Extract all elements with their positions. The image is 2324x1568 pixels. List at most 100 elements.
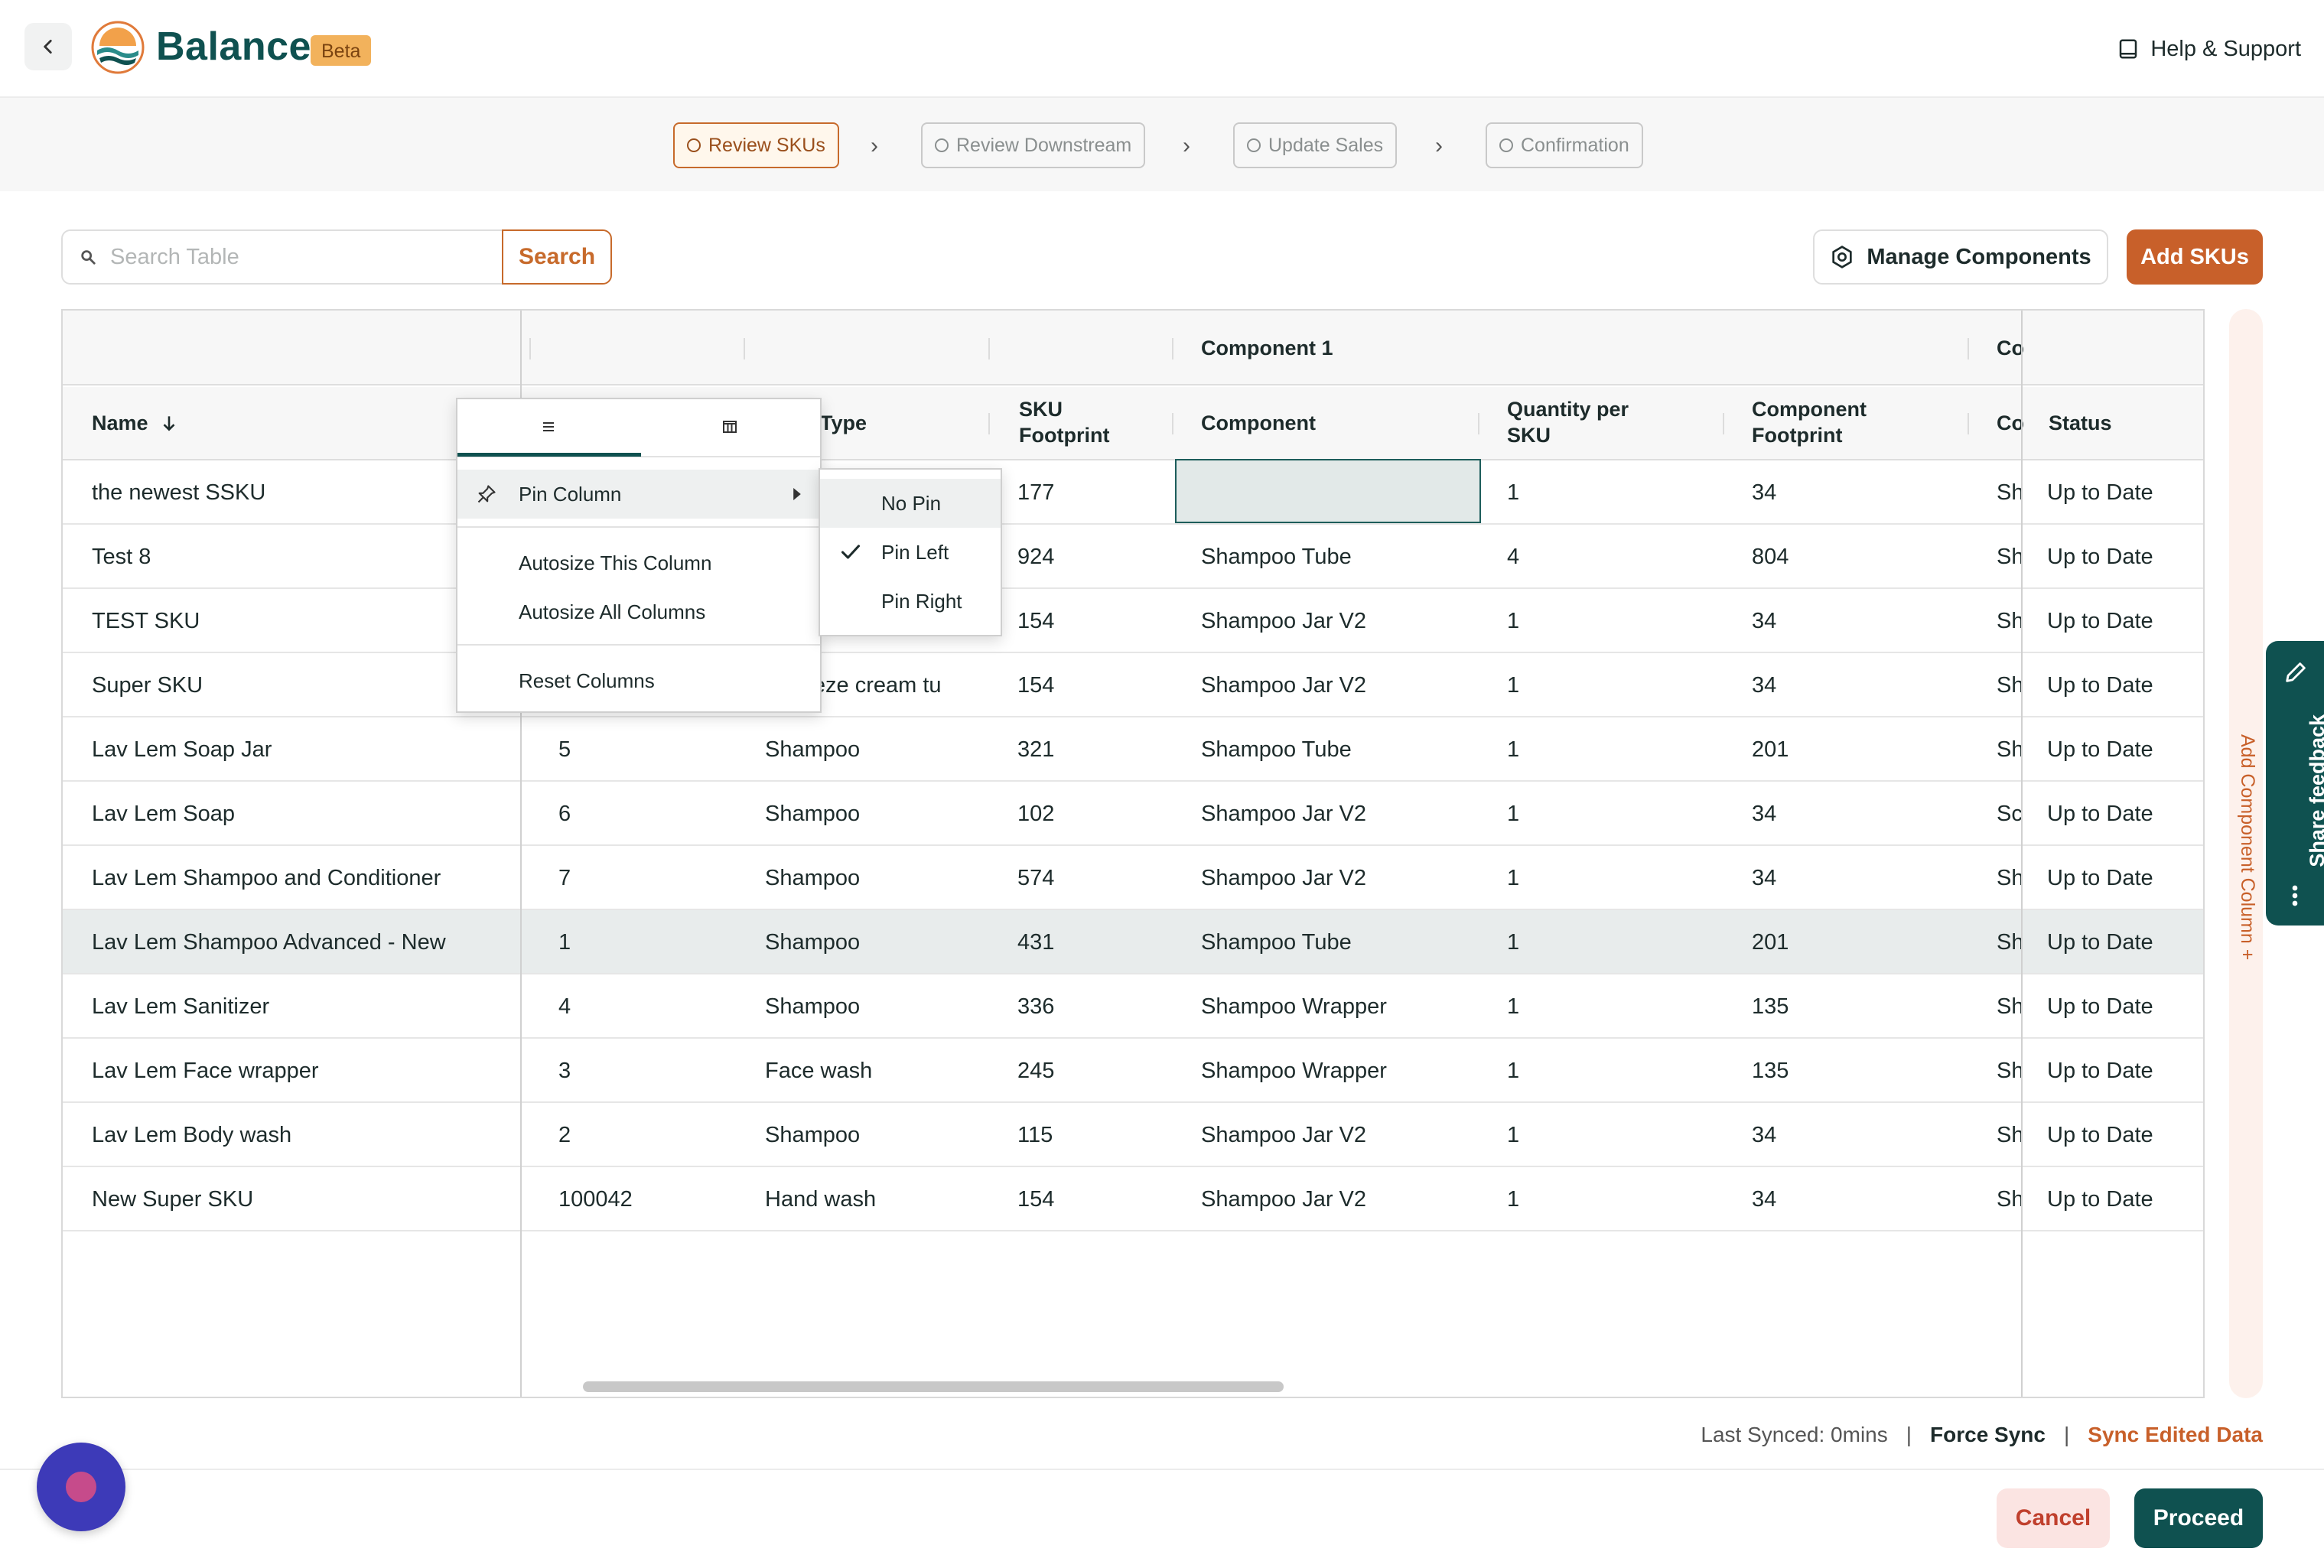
back-button[interactable]	[24, 23, 72, 70]
cell-sku-footprint[interactable]: 154	[1017, 609, 1055, 633]
cell-sku-footprint[interactable]: 336	[1017, 994, 1055, 1019]
cell-component-footprint[interactable]: 201	[1752, 737, 1789, 762]
cell-component[interactable]: Shampoo Tube	[1201, 930, 1352, 955]
cell-quantity[interactable]: 1	[1507, 866, 1520, 890]
cell-co[interactable]: Sc	[1997, 802, 2021, 826]
cell-component-footprint[interactable]: 34	[1752, 609, 1777, 633]
manage-components-button[interactable]: Manage Components	[1813, 229, 2108, 285]
cell-component-footprint[interactable]: 34	[1752, 802, 1777, 826]
cell-quantity[interactable]: 1	[1507, 609, 1520, 633]
assistant-launcher-button[interactable]	[37, 1443, 125, 1531]
cell-status[interactable]: Up to Date	[2047, 673, 2153, 698]
cell-component-footprint[interactable]: 34	[1752, 866, 1777, 890]
cell-component[interactable]: Shampoo Wrapper	[1201, 1059, 1387, 1083]
cell-co[interactable]: Sh	[1997, 930, 2021, 955]
cell-quantity[interactable]: 1	[1507, 1187, 1520, 1212]
cell-component[interactable]: Shampoo Jar V2	[1201, 1187, 1367, 1212]
cell-status[interactable]: Up to Date	[2047, 930, 2153, 955]
column-header-status[interactable]: Status	[2049, 412, 2112, 434]
cell-id[interactable]: 3	[558, 1059, 571, 1083]
cell-co[interactable]: Sh	[1997, 994, 2021, 1019]
cell-co[interactable]: Sh	[1997, 673, 2021, 698]
table-row[interactable]: Test 8 924 Shampoo Tube 4 804 Sh Up to D…	[63, 525, 2203, 589]
sync-edited-data-link[interactable]: Sync Edited Data	[2088, 1423, 2263, 1446]
table-row[interactable]: Lav Lem Soap Jar 5 Shampoo 321 Shampoo T…	[63, 717, 2203, 782]
cell-name[interactable]: Lav Lem Sanitizer	[92, 994, 270, 1019]
step-review-downstream[interactable]: Review Downstream	[921, 122, 1146, 168]
cell-component-footprint[interactable]: 34	[1752, 1123, 1777, 1147]
cell-status[interactable]: Up to Date	[2047, 609, 2153, 633]
cell-component[interactable]: Shampoo Jar V2	[1201, 673, 1367, 698]
cell-component-footprint[interactable]: 201	[1752, 930, 1789, 955]
cell-status[interactable]: Up to Date	[2047, 994, 2153, 1019]
submenu-pin-left[interactable]: Pin Left	[820, 528, 1001, 577]
cell-co[interactable]: Sh	[1997, 609, 2021, 633]
cell-component[interactable]: Shampoo Jar V2	[1201, 802, 1367, 826]
cell-type[interactable]: Shampoo	[765, 737, 861, 762]
add-component-column-label[interactable]: Add Component Column +	[2235, 734, 2258, 960]
cell-status[interactable]: Up to Date	[2047, 1123, 2153, 1147]
column-header-component[interactable]: Component	[1201, 412, 1316, 434]
cell-name[interactable]: the newest SSKU	[92, 480, 266, 505]
cell-id[interactable]: 4	[558, 994, 571, 1019]
cell-co[interactable]: Sh	[1997, 1123, 2021, 1147]
cell-component[interactable]: Shampoo Tube	[1201, 545, 1352, 569]
cell-name[interactable]: Lav Lem Face wrapper	[92, 1059, 319, 1083]
cell-type[interactable]: Shampoo	[765, 994, 861, 1019]
cell-id[interactable]: 5	[558, 737, 571, 762]
cell-component[interactable]: Shampoo Jar V2	[1201, 866, 1367, 890]
menu-item-pin-column[interactable]: Pin Column	[457, 470, 820, 519]
cell-name[interactable]: Lav Lem Soap Jar	[92, 737, 272, 762]
cell-sku-footprint[interactable]: 431	[1017, 930, 1055, 955]
tab-columns[interactable]	[639, 399, 820, 454]
cell-id[interactable]: 100042	[558, 1187, 633, 1212]
table-row[interactable]: TEST SKU 154 Shampoo Jar V2 1 34 Sh Up t…	[63, 589, 2203, 653]
add-skus-button[interactable]: Add SKUs	[2127, 229, 2263, 285]
tab-general[interactable]	[457, 399, 639, 454]
cell-status[interactable]: Up to Date	[2047, 1059, 2153, 1083]
horizontal-scrollbar[interactable]	[583, 1381, 1284, 1392]
cell-type[interactable]: Shampoo	[765, 1123, 861, 1147]
cell-id[interactable]: 7	[558, 866, 571, 890]
cell-component-footprint[interactable]: 34	[1752, 480, 1777, 505]
search-input[interactable]	[109, 243, 479, 271]
submenu-no-pin[interactable]: No Pin	[820, 479, 1001, 528]
table-row[interactable]: Lav Lem Shampoo and Conditioner 7 Shampo…	[63, 846, 2203, 910]
cell-quantity[interactable]: 1	[1507, 737, 1520, 762]
add-component-column-rail[interactable]	[2229, 309, 2263, 1398]
cell-type[interactable]: Face wash	[765, 1059, 873, 1083]
submenu-pin-right[interactable]: Pin Right	[881, 589, 962, 613]
cell-quantity[interactable]: 1	[1507, 480, 1520, 505]
column-header-type[interactable]: Type	[820, 412, 867, 434]
cell-sku-footprint[interactable]: 245	[1017, 1059, 1055, 1083]
cell-component-footprint[interactable]: 135	[1752, 1059, 1789, 1083]
cell-name[interactable]: TEST SKU	[92, 609, 200, 633]
help-support-link[interactable]: Help & Support	[2117, 31, 2301, 67]
cell-component[interactable]: Shampoo Jar V2	[1201, 1123, 1367, 1147]
cell-id[interactable]: 1	[558, 930, 571, 955]
cell-sku-footprint[interactable]: 102	[1017, 802, 1055, 826]
table-row[interactable]: Lav Lem Soap 6 Shampoo 102 Shampoo Jar V…	[63, 782, 2203, 846]
table-row[interactable]: Lav Lem Shampoo Advanced - New 1 Shampoo…	[63, 910, 2203, 974]
cell-name[interactable]: Super SKU	[92, 673, 203, 698]
cell-type[interactable]: Shampoo	[765, 866, 861, 890]
cell-status[interactable]: Up to Date	[2047, 545, 2153, 569]
cell-component-footprint[interactable]: 34	[1752, 1187, 1777, 1212]
step-update-sales[interactable]: Update Sales	[1233, 122, 1398, 168]
cell-co[interactable]: Sh	[1997, 737, 2021, 762]
menu-item-autosize-this[interactable]: Autosize This Column	[519, 551, 712, 574]
table-row[interactable]: Lav Lem Sanitizer 4 Shampoo 336 Shampoo …	[63, 974, 2203, 1039]
table-row[interactable]: New Super SKU 100042 Hand wash 154 Shamp…	[63, 1167, 2203, 1231]
cell-type[interactable]: Shampoo	[765, 930, 861, 955]
cell-name[interactable]: Lav Lem Shampoo and Conditioner	[92, 866, 441, 890]
cell-id[interactable]: 2	[558, 1123, 571, 1147]
force-sync-link[interactable]: Force Sync	[1930, 1423, 2046, 1446]
cell-sku-footprint[interactable]: 177	[1017, 480, 1055, 505]
search-button[interactable]: Search	[502, 229, 612, 285]
cell-sku-footprint[interactable]: 115	[1017, 1123, 1053, 1147]
cell-component-footprint[interactable]: 804	[1752, 545, 1789, 569]
cell-component-footprint[interactable]: 135	[1752, 994, 1789, 1019]
cancel-button[interactable]: Cancel	[1997, 1488, 2110, 1548]
column-header-co[interactable]: Co	[1997, 412, 2024, 434]
cell-component-footprint[interactable]: 34	[1752, 673, 1777, 698]
